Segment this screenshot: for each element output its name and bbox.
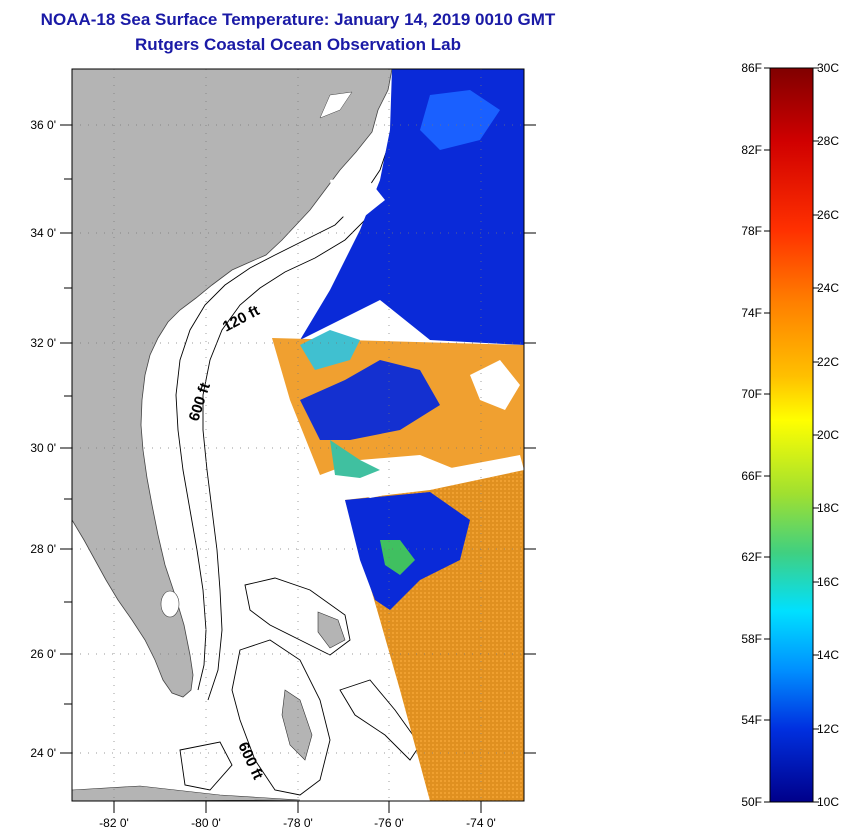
colorbar-f-74: 74F xyxy=(741,306,762,320)
colorbar-c-24: 24C xyxy=(817,281,839,295)
lake-okeechobee xyxy=(160,590,180,618)
colorbar-f-70: 70F xyxy=(741,387,762,401)
colorbar-c-28: 28C xyxy=(817,134,839,148)
lat-label-26: 26 0' xyxy=(30,647,56,661)
colorbar-f-86: 86F xyxy=(741,61,762,75)
land-mass xyxy=(72,69,393,698)
grand-bahama-island xyxy=(317,611,346,649)
colorbar-c-26: 26C xyxy=(817,208,839,222)
map-title: NOAA-18 Sea Surface Temperature: January… xyxy=(40,10,556,29)
colorbar-f-78: 78F xyxy=(741,224,762,238)
colorbar-f-50: 50F xyxy=(741,795,762,809)
bahamas-contour xyxy=(244,577,351,656)
graticule xyxy=(72,69,524,801)
lat-label-30: 30 0' xyxy=(30,441,56,455)
exuma-contour xyxy=(339,679,421,761)
colorbar-c-22: 22C xyxy=(817,355,839,369)
colorbar-c-30: 30C xyxy=(817,61,839,75)
lon-label-78: -78 0' xyxy=(283,816,313,830)
lat-label-28: 28 0' xyxy=(30,542,56,556)
colorbar-c-18: 18C xyxy=(817,501,839,515)
lat-label-36: 36 0' xyxy=(30,118,56,132)
contour-120ft xyxy=(175,134,393,691)
colorbar-c-12: 12C xyxy=(817,722,839,736)
lat-label-32: 32 0' xyxy=(30,336,56,350)
colorbar xyxy=(769,67,814,803)
cuba-north-contour xyxy=(179,741,233,791)
lon-label-74: -74 0' xyxy=(466,816,496,830)
lon-label-82: -82 0' xyxy=(99,816,129,830)
lon-label-80: -80 0' xyxy=(191,816,221,830)
colorbar-f-66: 66F xyxy=(741,469,762,483)
map-subtitle: Rutgers Coastal Ocean Observation Lab xyxy=(135,35,461,54)
colorbar-f-54: 54F xyxy=(741,713,762,727)
contour-600ft xyxy=(202,149,401,701)
colorbar-ticks xyxy=(764,67,819,803)
colorbar-c-20: 20C xyxy=(817,428,839,442)
lon-label-76: -76 0' xyxy=(374,816,404,830)
colorbar-f-58: 58F xyxy=(741,632,762,646)
andros-island xyxy=(281,689,313,761)
colorbar-c-10: 10C xyxy=(817,795,839,809)
cuba-land xyxy=(72,785,301,801)
lat-label-34: 34 0' xyxy=(30,226,56,240)
colorbar-c-14: 14C xyxy=(817,648,839,662)
sst-swath xyxy=(272,69,524,801)
bahamas-contour-2 xyxy=(231,639,331,796)
colorbar-f-82: 82F xyxy=(741,143,762,157)
colorbar-c-16: 16C xyxy=(817,575,839,589)
lat-label-24: 24 0' xyxy=(30,746,56,760)
colorbar-f-62: 62F xyxy=(741,550,762,564)
lat-ticks xyxy=(60,124,536,813)
inland-water xyxy=(319,91,353,119)
